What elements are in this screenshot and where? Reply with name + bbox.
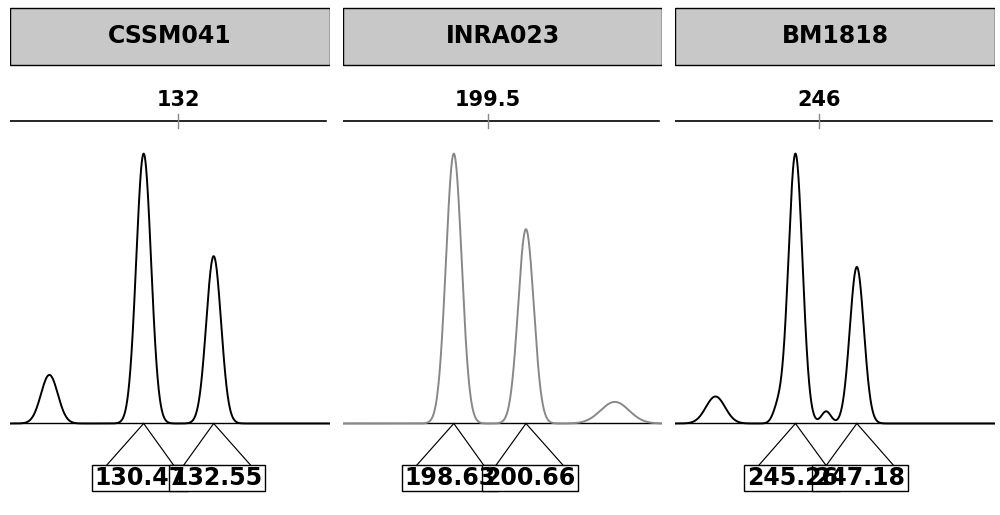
Text: CSSM041: CSSM041 [108, 24, 232, 48]
Text: 245.26: 245.26 [747, 466, 838, 490]
FancyBboxPatch shape [92, 466, 188, 491]
Text: INRA023: INRA023 [445, 24, 560, 48]
FancyBboxPatch shape [343, 8, 662, 64]
Text: 246: 246 [797, 91, 841, 110]
FancyBboxPatch shape [169, 466, 265, 491]
FancyBboxPatch shape [10, 8, 330, 64]
Text: 132: 132 [157, 91, 200, 110]
Text: 247.18: 247.18 [814, 466, 905, 490]
FancyBboxPatch shape [812, 466, 908, 491]
FancyBboxPatch shape [744, 466, 840, 491]
FancyBboxPatch shape [402, 466, 498, 491]
Text: 130.47: 130.47 [95, 466, 186, 490]
Text: 199.5: 199.5 [455, 91, 521, 110]
FancyBboxPatch shape [675, 8, 995, 64]
Text: 200.66: 200.66 [484, 466, 575, 490]
Text: 198.63: 198.63 [405, 466, 496, 490]
FancyBboxPatch shape [482, 466, 578, 491]
Text: BM1818: BM1818 [782, 24, 889, 48]
Text: 132.55: 132.55 [172, 466, 263, 490]
